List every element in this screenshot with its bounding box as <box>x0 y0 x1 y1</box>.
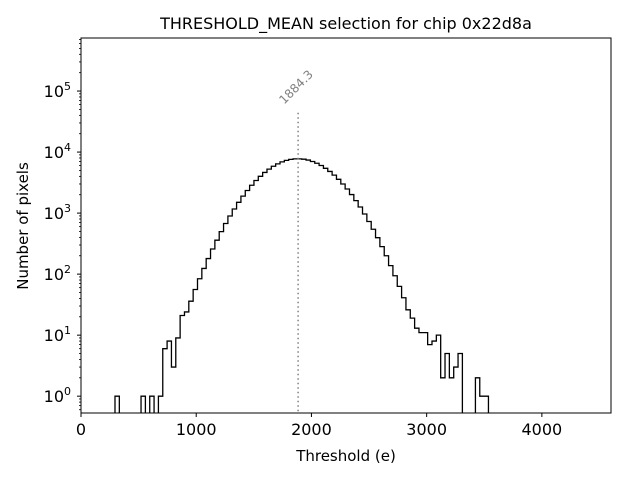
y-tick-label: 104 <box>44 141 71 162</box>
histogram-bin <box>475 378 479 413</box>
histogram-bin <box>315 163 319 413</box>
histogram-bin <box>449 378 453 413</box>
histogram-bin <box>363 214 367 413</box>
histogram-bin <box>358 207 362 413</box>
histogram-bin <box>284 160 288 413</box>
histogram-bin <box>319 165 323 413</box>
histogram-bin <box>189 301 193 413</box>
histogram-bin <box>341 184 345 413</box>
histogram-bin <box>237 202 241 413</box>
histogram-bin <box>193 289 197 413</box>
histogram-bin <box>393 276 397 413</box>
histogram-bin <box>406 310 410 413</box>
histogram-bin <box>302 159 306 413</box>
x-tick-label: 3000 <box>406 420 447 439</box>
histogram-bin <box>258 176 262 413</box>
histogram-bin <box>354 201 358 413</box>
histogram-bin <box>171 367 175 413</box>
histogram-bin <box>389 266 393 413</box>
y-tick-label: 101 <box>44 324 71 345</box>
histogram-bin <box>454 367 458 413</box>
histogram-bin <box>484 396 488 413</box>
y-tick-label: 100 <box>44 385 71 406</box>
histogram-bin <box>271 166 275 413</box>
histogram-bin <box>163 349 167 413</box>
histogram-bin <box>423 333 427 413</box>
histogram-bin <box>445 354 449 413</box>
histogram-bin <box>332 175 336 413</box>
x-tick-label: 1000 <box>176 420 217 439</box>
histogram-bin <box>115 396 119 413</box>
histogram-bin <box>480 396 484 413</box>
histogram-bin <box>141 396 145 413</box>
x-tick-label: 2000 <box>291 420 332 439</box>
histogram-bin <box>323 168 327 413</box>
histogram-bin <box>415 328 419 413</box>
histogram-bin <box>206 259 210 413</box>
histogram-bin <box>245 191 249 413</box>
histogram-outline <box>114 158 490 413</box>
y-tick-label: 102 <box>44 263 71 284</box>
x-axis-label: Threshold (e) <box>295 447 396 465</box>
histogram-bin <box>310 161 314 413</box>
histogram-bin <box>228 216 232 413</box>
histogram-bin <box>419 333 423 413</box>
histogram-bin <box>432 341 436 413</box>
histogram-bin <box>371 229 375 413</box>
histogram-bin <box>280 162 284 413</box>
histogram-bin <box>197 279 201 413</box>
histogram-bin <box>250 185 254 413</box>
y-tick-label: 105 <box>44 80 71 101</box>
histogram-bin <box>184 312 188 413</box>
histogram-bin <box>180 315 184 413</box>
histogram-bin <box>380 247 384 413</box>
histogram-bin <box>345 189 349 413</box>
histogram-bin <box>215 240 219 413</box>
histogram-bin <box>211 249 215 413</box>
x-tick-label: 4000 <box>522 420 563 439</box>
histogram-bin <box>276 164 280 413</box>
histogram-bin <box>254 181 258 413</box>
histogram-bin <box>428 345 432 413</box>
histogram-bin <box>336 179 340 413</box>
histogram-bin <box>150 396 154 413</box>
histogram-bin <box>267 169 271 413</box>
x-tick-label: 0 <box>76 420 86 439</box>
histogram-bin <box>436 335 440 413</box>
histogram-bin <box>241 196 245 413</box>
histogram-bin <box>367 222 371 413</box>
chart-title: THRESHOLD_MEAN selection for chip 0x22d8… <box>159 14 532 34</box>
histogram-bin <box>376 238 380 413</box>
histogram-bin <box>202 268 206 413</box>
histogram-bin <box>402 298 406 413</box>
histogram-bin <box>293 159 297 413</box>
histogram-bin <box>167 341 171 413</box>
histogram-bin <box>458 354 462 413</box>
histogram-bin <box>158 396 162 413</box>
y-axis-label: Number of pixels <box>14 162 32 290</box>
histogram-bin <box>219 232 223 413</box>
histogram-bin <box>441 378 445 413</box>
histogram-bin <box>328 171 332 413</box>
histogram-bin <box>384 256 388 413</box>
histogram-bin <box>306 160 310 413</box>
histogram-bin <box>176 338 180 413</box>
x-axis-ticks: 0 1000 2000 3000 4000 <box>76 413 562 439</box>
histogram-bin <box>397 286 401 413</box>
histogram-bin <box>289 159 293 413</box>
plot-frame <box>80 37 612 414</box>
histogram-bin <box>232 209 236 413</box>
histogram-bin <box>410 318 414 413</box>
y-tick-label: 103 <box>44 202 71 223</box>
histogram-bin <box>224 224 228 413</box>
y-axis-ticks: 100 101 102 103 104 105 <box>44 80 81 406</box>
histogram-bin <box>263 172 267 413</box>
histogram-bin <box>349 195 353 413</box>
